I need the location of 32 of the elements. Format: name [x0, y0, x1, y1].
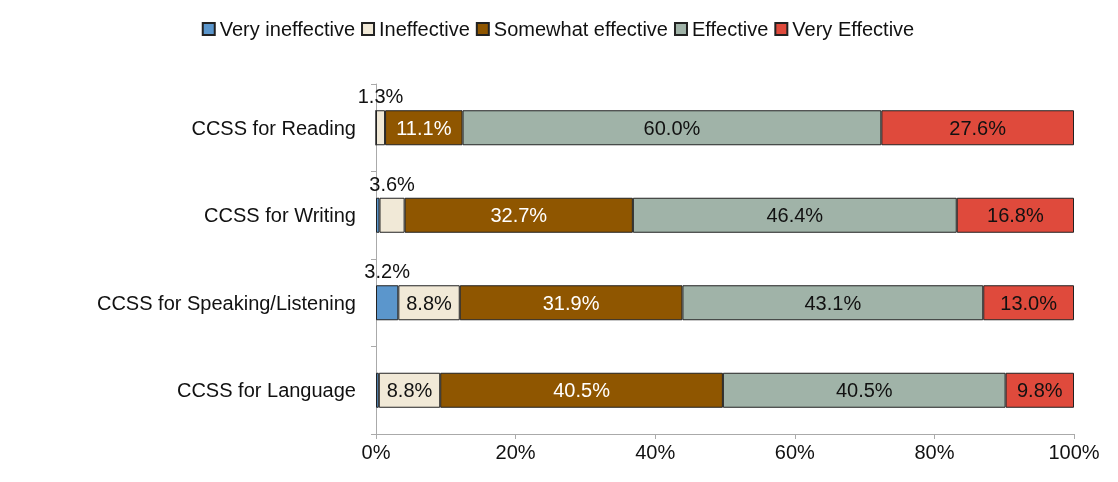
data-label: 1.3%: [357, 85, 404, 108]
x-tick-label: 80%: [914, 441, 955, 463]
data-label: 8.8%: [406, 291, 453, 314]
data-label: 11.1%: [396, 116, 452, 139]
x-tick-label: 100%: [1048, 441, 1100, 463]
data-label: 31.9%: [542, 291, 600, 314]
data-label: 43.1%: [804, 291, 862, 314]
data-label: 9.8%: [1017, 379, 1063, 402]
data-label: 16.8%: [987, 204, 1044, 227]
data-label: 40.5%: [553, 379, 611, 402]
data-label: 3.2%: [364, 260, 411, 283]
data-label: 13.0%: [1000, 291, 1058, 314]
legend-label: Very Effective: [792, 18, 915, 40]
data-label: 8.8%: [386, 379, 433, 402]
x-tick-label: 0%: [361, 441, 391, 463]
y-tick-label: CCSS for Writing: [204, 204, 356, 227]
data-label: 27.6%: [949, 116, 1007, 139]
y-tick-label: CCSS for Reading: [191, 116, 356, 139]
y-tick-label: CCSS for Language: [176, 379, 356, 402]
data-label: 40.5%: [835, 379, 893, 402]
legend-label: Effective: [691, 18, 769, 40]
x-tick-label: 40%: [635, 441, 676, 463]
data-label: 32.7%: [490, 204, 548, 227]
legend-label: Somewhat effective: [493, 18, 668, 40]
legend-label: Very ineffective: [219, 18, 356, 40]
data-label: 60.0%: [643, 116, 701, 139]
legend-label: Ineffective: [379, 18, 470, 40]
x-tick-label: 60%: [774, 441, 816, 463]
x-tick-label: 20%: [495, 441, 536, 463]
data-label: 3.6%: [369, 172, 416, 195]
data-label: 46.4%: [766, 204, 824, 227]
y-tick-label: CCSS for Speaking/Listening: [96, 291, 356, 314]
